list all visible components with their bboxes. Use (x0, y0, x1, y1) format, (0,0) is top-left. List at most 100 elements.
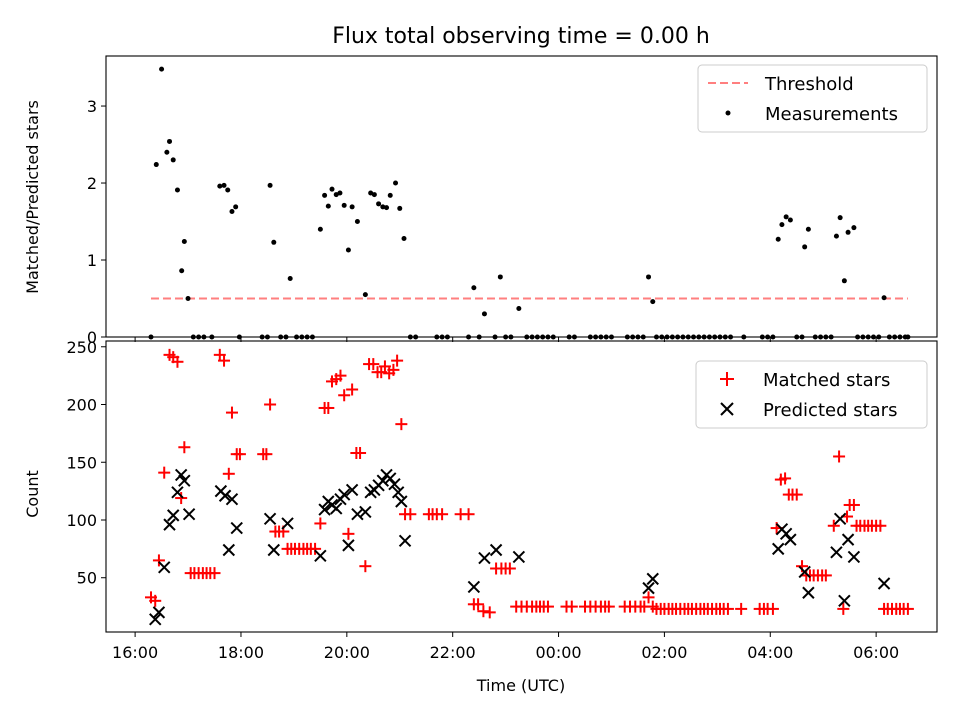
predicted-point (149, 613, 162, 626)
matched-point (334, 369, 347, 382)
predicted-point (779, 527, 793, 541)
matched-point (175, 492, 188, 505)
predicted-point (342, 539, 355, 552)
predicted-point (225, 492, 239, 506)
predicted-point (833, 512, 847, 526)
measurement-point (646, 274, 652, 280)
predicted-point (167, 509, 180, 522)
predicted-point (395, 495, 408, 508)
bottom-ylabel: Count (23, 470, 42, 518)
top-ylabel: Matched/Predicted stars (23, 100, 42, 294)
x-tick-label: 06:00 (853, 643, 899, 662)
threshold-legend-label: Threshold (764, 74, 854, 95)
matched-point (477, 605, 490, 618)
predicted-point (174, 468, 188, 482)
measurement-point (387, 192, 393, 198)
matched-legend-swatch (720, 372, 734, 386)
matched-point (503, 562, 516, 575)
measurement-point (153, 162, 159, 168)
measurement-point (229, 209, 235, 215)
predicted-legend-swatch (720, 402, 734, 416)
measurement-point (401, 235, 407, 241)
measurement-point (805, 226, 811, 232)
predicted-point (838, 594, 851, 608)
bottom-axes-frame (105, 340, 938, 633)
predicted-point (802, 586, 815, 599)
measurement-point (380, 204, 386, 210)
matched-point (309, 542, 322, 555)
measurement-point (217, 183, 223, 189)
predicted-point (314, 549, 327, 562)
measurement-point (481, 311, 487, 317)
bottom-legend-box (695, 360, 928, 429)
matched-point (436, 508, 449, 521)
predicted-point (642, 581, 655, 595)
top-y-tick-label: 2 (87, 174, 97, 193)
matched-point (541, 600, 554, 613)
predicted-point (784, 533, 797, 546)
matched-point (171, 355, 184, 368)
measurement-point (841, 278, 847, 284)
measurement-point (837, 215, 843, 221)
matched-point (565, 600, 578, 613)
predicted-point (798, 565, 811, 579)
measurement-point (371, 192, 377, 198)
measurement-point (376, 201, 382, 207)
predicted-point (478, 551, 491, 565)
matched-point (462, 508, 475, 521)
matched-point (314, 517, 327, 530)
measurement-point (271, 239, 277, 245)
measurement-point (802, 244, 808, 250)
predicted-point (345, 483, 359, 497)
measurement-point (317, 226, 323, 232)
measurement-point (221, 182, 227, 188)
matched-point (779, 472, 792, 485)
matched-point (391, 354, 404, 367)
matched-point (721, 602, 734, 615)
x-tick-label: 18:00 (218, 643, 264, 662)
matched-point (874, 519, 887, 532)
bottom-y-tick-label: 50 (77, 569, 97, 588)
matched-point (222, 467, 235, 480)
predicted-point (359, 505, 372, 519)
matched-point (346, 383, 359, 396)
matched-point (735, 602, 748, 615)
measurement-point (783, 214, 789, 220)
matched-point (395, 418, 408, 431)
matched-point (472, 598, 485, 611)
measurement-point (267, 182, 273, 188)
top-axes-frame (105, 55, 938, 338)
measurement-point (397, 205, 403, 211)
matched-point (827, 519, 840, 532)
bottom-panel: 16:00 18:00 20:00 22:00 00:00 02:00 04:00 06:00… (23, 338, 938, 695)
measurements-legend-swatch (725, 110, 731, 116)
measurement-point (779, 222, 785, 228)
measurement-point (164, 149, 170, 155)
matched-point (158, 466, 171, 479)
predicted-point (391, 486, 405, 499)
measurement-point (650, 299, 656, 305)
measurement-point (349, 204, 355, 210)
top-y-tick-label: 0 (87, 328, 97, 347)
matched-point (901, 602, 914, 615)
measurements-legend-label: Measurements (765, 104, 898, 125)
matched-point (837, 602, 850, 615)
top-panel: 0 1 2 3 Matched/Predicted stars Threshold M… (23, 55, 938, 347)
predicted-point (512, 550, 526, 564)
predicted-point (330, 502, 343, 515)
measurement-point (179, 268, 185, 274)
predicted-point (267, 543, 280, 557)
chart-title: Flux total observing time = 0.00 h (332, 24, 710, 49)
matched-points (144, 348, 914, 619)
measurement-point (170, 157, 176, 163)
measurement-point (881, 295, 887, 301)
matched-legend-label: Matched stars (763, 370, 890, 391)
x-tick-label: 16:00 (112, 643, 158, 662)
measurement-point (851, 225, 857, 231)
x-tick-label: 04:00 (747, 643, 793, 662)
matched-point (233, 448, 246, 461)
matched-point (152, 554, 165, 567)
predicted-point (830, 546, 843, 559)
measurement-point (322, 192, 328, 198)
measurement-point (233, 204, 239, 210)
